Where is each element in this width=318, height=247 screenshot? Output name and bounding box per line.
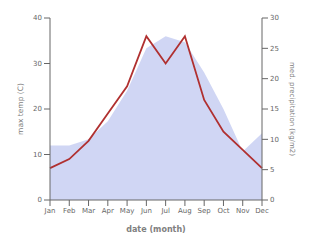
svg-text:0: 0 (38, 196, 42, 204)
svg-text:20: 20 (270, 75, 279, 83)
svg-text:30: 30 (33, 60, 42, 68)
svg-text:Mar: Mar (82, 207, 95, 215)
svg-text:Jun: Jun (140, 207, 152, 215)
svg-text:Jan: Jan (44, 207, 56, 215)
svg-text:15: 15 (270, 105, 279, 113)
svg-text:May: May (120, 207, 134, 215)
svg-text:Nov: Nov (236, 207, 250, 215)
svg-text:Dec: Dec (255, 207, 269, 215)
svg-text:Oct: Oct (217, 207, 229, 215)
svg-text:5: 5 (270, 166, 274, 174)
svg-text:10: 10 (270, 136, 279, 144)
svg-text:20: 20 (33, 105, 42, 113)
svg-text:25: 25 (270, 45, 279, 53)
svg-text:Feb: Feb (63, 207, 76, 215)
svg-text:max temp (C): max temp (C) (16, 83, 25, 135)
svg-text:0: 0 (270, 196, 274, 204)
svg-text:10: 10 (33, 151, 42, 159)
svg-text:40: 40 (33, 14, 42, 22)
svg-text:med. precipitation (kg/m2): med. precipitation (kg/m2) (288, 62, 296, 156)
svg-text:Aug: Aug (178, 207, 192, 215)
svg-text:Apr: Apr (102, 207, 114, 215)
svg-text:Jul: Jul (160, 207, 170, 215)
svg-text:date (month): date (month) (126, 225, 186, 234)
svg-text:Sep: Sep (198, 207, 212, 215)
svg-text:30: 30 (270, 14, 279, 22)
